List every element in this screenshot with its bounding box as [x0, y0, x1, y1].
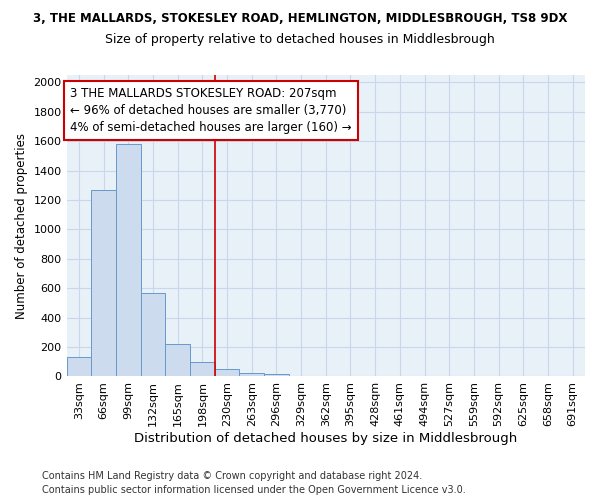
Bar — [215, 369, 239, 376]
Y-axis label: Number of detached properties: Number of detached properties — [15, 132, 28, 318]
Bar — [140, 292, 165, 376]
Text: Contains HM Land Registry data © Crown copyright and database right 2024.: Contains HM Land Registry data © Crown c… — [42, 471, 422, 481]
Bar — [91, 190, 116, 376]
Bar — [165, 344, 190, 376]
Text: 3, THE MALLARDS, STOKESLEY ROAD, HEMLINGTON, MIDDLESBROUGH, TS8 9DX: 3, THE MALLARDS, STOKESLEY ROAD, HEMLING… — [33, 12, 567, 26]
Bar — [239, 373, 264, 376]
Bar — [264, 374, 289, 376]
Bar — [116, 144, 140, 376]
Bar — [67, 358, 91, 376]
X-axis label: Distribution of detached houses by size in Middlesbrough: Distribution of detached houses by size … — [134, 432, 517, 445]
Text: 3 THE MALLARDS STOKESLEY ROAD: 207sqm
← 96% of detached houses are smaller (3,77: 3 THE MALLARDS STOKESLEY ROAD: 207sqm ← … — [70, 87, 352, 134]
Text: Contains public sector information licensed under the Open Government Licence v3: Contains public sector information licen… — [42, 485, 466, 495]
Bar — [190, 362, 215, 376]
Text: Size of property relative to detached houses in Middlesbrough: Size of property relative to detached ho… — [105, 32, 495, 46]
